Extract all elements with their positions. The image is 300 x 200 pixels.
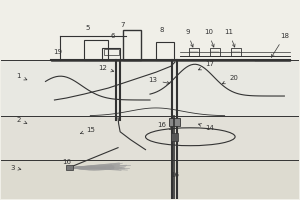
Text: 6: 6 <box>110 33 115 39</box>
Bar <box>210 48 220 56</box>
Text: 19: 19 <box>53 49 62 55</box>
Bar <box>1 116 299 160</box>
Bar <box>104 49 119 55</box>
Text: 12: 12 <box>98 65 114 72</box>
Bar <box>169 118 180 126</box>
Text: 14: 14 <box>199 124 214 131</box>
Text: 1: 1 <box>16 73 27 80</box>
Text: 17: 17 <box>199 61 214 70</box>
Bar <box>171 133 178 141</box>
Bar <box>84 40 108 60</box>
Text: 16: 16 <box>158 122 172 130</box>
Bar <box>231 48 241 56</box>
Bar <box>1 160 299 199</box>
Text: 10: 10 <box>204 29 214 47</box>
Text: 18: 18 <box>271 33 289 57</box>
Bar <box>1 60 299 116</box>
Text: 8: 8 <box>160 27 164 33</box>
Text: 7: 7 <box>121 22 125 28</box>
Bar <box>66 165 73 170</box>
Text: 16: 16 <box>62 159 71 165</box>
Bar <box>123 30 141 60</box>
Text: 13: 13 <box>148 77 170 84</box>
Bar <box>102 48 120 60</box>
Text: 3: 3 <box>11 165 21 171</box>
Text: 11: 11 <box>225 29 235 47</box>
Text: 16: 16 <box>170 172 179 178</box>
Text: 20: 20 <box>222 75 238 84</box>
Bar <box>156 42 174 60</box>
Bar <box>189 48 199 56</box>
Text: 2: 2 <box>16 117 27 124</box>
Text: 15: 15 <box>80 127 95 134</box>
Text: 5: 5 <box>85 25 89 31</box>
Text: 9: 9 <box>185 29 193 47</box>
